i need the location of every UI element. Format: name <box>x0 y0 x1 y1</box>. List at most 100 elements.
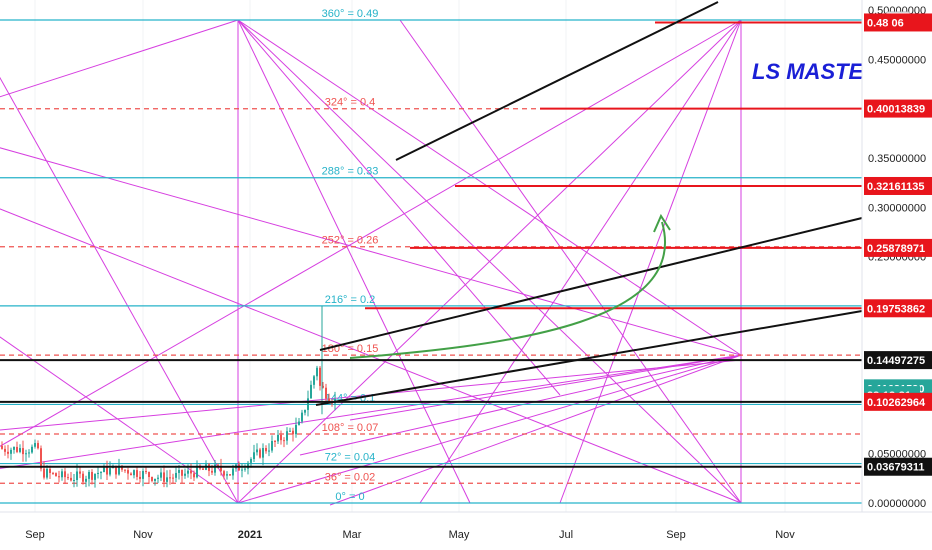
candle-body-100 <box>301 412 303 422</box>
candle-body-64 <box>193 473 195 478</box>
candle-body-11 <box>34 443 36 447</box>
candle-body-25 <box>76 471 78 480</box>
candle-body-43 <box>130 473 132 476</box>
gann-levels-layer: 360° = 0.49 324° = 0.4 288° = 0.33 252° = 0… <box>0 8 862 504</box>
candle-body-45 <box>136 470 138 477</box>
gann-fan-line-10 <box>0 208 742 504</box>
candle-body-77 <box>232 468 234 476</box>
candle-body-96 <box>289 430 291 432</box>
candle-body-31 <box>94 473 96 480</box>
candle-body-7 <box>22 448 24 455</box>
candle-body-6 <box>19 448 21 452</box>
candle-body-27 <box>82 473 84 482</box>
candle-body-67 <box>202 468 204 470</box>
candle-body-60 <box>181 469 183 476</box>
candle-body-1 <box>4 448 6 452</box>
candle-body-0 <box>1 445 3 449</box>
price-label-bg-0 <box>864 13 932 32</box>
price-label-0: 0.48 06 <box>867 17 904 29</box>
candle-body-26 <box>79 471 81 474</box>
price-label-bg-5 <box>864 351 932 370</box>
candle-body-51 <box>154 478 156 481</box>
candle-body-34 <box>103 466 105 473</box>
candle-body-29 <box>88 471 90 479</box>
candle-body-2 <box>7 451 9 454</box>
candle-body-86 <box>259 449 261 458</box>
candle-body-44 <box>133 470 135 476</box>
candle-body-73 <box>220 465 222 472</box>
candle-body-104 <box>313 376 315 385</box>
gann-fan-line-5 <box>237 19 742 504</box>
gann-level-label-9: 36° = 0.02 <box>325 471 376 483</box>
price-label-1: 0.40013839 <box>867 104 925 116</box>
price-label-3: 0.25878971 <box>867 243 925 255</box>
gann-fan-line-20 <box>237 19 471 504</box>
gann-fan-line-18 <box>299 354 742 456</box>
y-tick-label-2: 0.35000000 <box>868 153 926 165</box>
candle-body-72 <box>217 464 219 466</box>
gann-level-label-1: 324° = 0.4 <box>325 97 376 109</box>
candle-body-46 <box>139 476 141 479</box>
candle-body-38 <box>115 465 117 475</box>
candle-body-102 <box>307 398 309 410</box>
candle-body-17 <box>52 472 54 474</box>
candle-body-57 <box>172 477 174 479</box>
price-label-5: 0.14497275 <box>867 355 925 367</box>
price-label-bg-3 <box>864 238 932 257</box>
y-tick-label-3: 0.30000000 <box>868 202 926 214</box>
candle-body-53 <box>160 472 162 478</box>
gann-level-label-10: 0° = 0 <box>335 491 364 503</box>
price-label-8: 0.10262964 <box>867 397 926 409</box>
candle-body-63 <box>190 470 192 474</box>
candle-body-76 <box>229 474 231 476</box>
x-tick-label-5: Jul <box>559 529 573 541</box>
candle-body-48 <box>145 471 147 473</box>
candle-body-19 <box>58 476 60 478</box>
candle-body-93 <box>280 434 282 441</box>
gann-fan-line-14 <box>237 19 742 356</box>
candle-body-59 <box>178 469 180 473</box>
candle-body-47 <box>142 471 144 479</box>
price-label-bg-8 <box>864 392 932 411</box>
y-tick-label-0: 0.50000000 <box>868 5 926 17</box>
gann-fan-layer <box>0 19 742 506</box>
x-tick-label-0: Sep <box>25 529 45 541</box>
candle-body-32 <box>97 472 99 474</box>
y-tick-label-1: 0.45000000 <box>868 54 926 66</box>
gann-level-label-5: 180° = 0.15 <box>322 343 379 355</box>
candle-body-50 <box>151 477 153 481</box>
candle-body-23 <box>70 477 72 481</box>
x-tick-label-4: May <box>449 529 470 541</box>
candle-body-81 <box>244 468 246 470</box>
candle-body-24 <box>73 479 75 481</box>
gann-level-label-3: 252° = 0.26 <box>322 235 379 247</box>
candle-body-5 <box>16 446 18 452</box>
x-tick-label-7: Nov <box>775 529 795 541</box>
candle-body-105 <box>316 367 318 377</box>
candle-body-42 <box>127 470 129 474</box>
trend-line-1 <box>319 217 863 351</box>
candle-body-41 <box>124 469 126 471</box>
y-tick-label-6: 0.00000000 <box>868 498 926 510</box>
gann-fan-line-21 <box>399 19 742 504</box>
candle-body-55 <box>166 477 168 482</box>
candle-body-85 <box>256 449 258 453</box>
candle-body-52 <box>157 477 159 479</box>
gann-fan-line-4 <box>237 19 561 396</box>
candle-body-8 <box>25 453 27 455</box>
candle-body-9 <box>28 452 30 454</box>
candle-body-74 <box>223 471 225 476</box>
candle-body-108 <box>325 387 327 399</box>
trendlines-layer: LS MASTE <box>0 1 865 468</box>
candle-body-70 <box>211 470 213 473</box>
x-tick-label-6: Sep <box>666 529 686 541</box>
gann-fan-line-9 <box>0 147 742 356</box>
candle-body-107 <box>322 385 324 388</box>
projection-arrow-head <box>653 213 671 233</box>
candle-body-65 <box>196 465 198 478</box>
candle-body-14 <box>43 468 45 478</box>
candle-body-88 <box>265 448 267 452</box>
candle-body-97 <box>292 430 294 435</box>
candle-body-84 <box>253 452 255 460</box>
